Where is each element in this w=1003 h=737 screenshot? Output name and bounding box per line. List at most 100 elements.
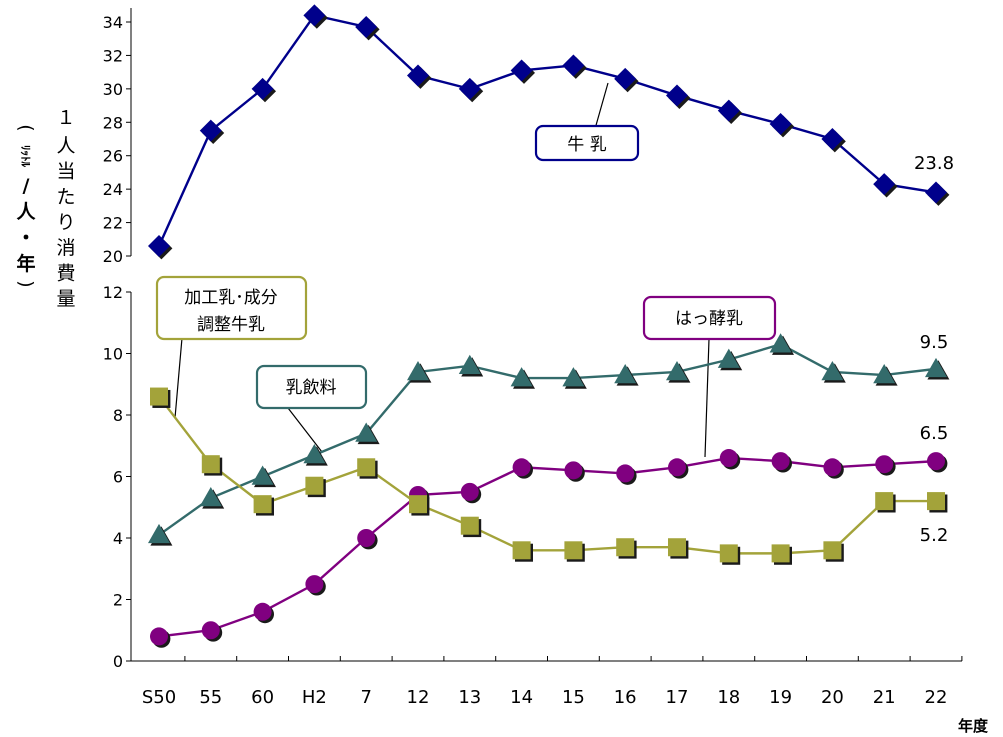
- y-tick-label: 2: [113, 591, 123, 610]
- data-point-diamond-shape: [769, 112, 792, 135]
- data-point-diamond-shape: [666, 84, 688, 107]
- y-tick-label: 4: [113, 529, 123, 548]
- data-point-diamond-shape: [458, 77, 481, 100]
- y-tick-label: 34: [103, 13, 123, 32]
- data-point-triangle-shape: [666, 360, 688, 381]
- data-point-square: [823, 541, 844, 562]
- drink-callout-label: 乳飲料: [286, 378, 337, 398]
- data-point-circle-shape: [201, 621, 220, 640]
- data-point-diamond: [925, 181, 950, 206]
- y-tick-label: 22: [103, 214, 123, 233]
- end-value-label: 9.5: [920, 332, 949, 353]
- fermented-callout-label: はっ酵乳: [675, 309, 743, 329]
- data-point-circle: [253, 602, 274, 624]
- data-point-diamond-shape: [562, 54, 585, 77]
- data-point-diamond: [458, 77, 484, 103]
- data-point-triangle-shape: [873, 364, 896, 384]
- data-point-diamond: [148, 234, 173, 260]
- data-point-circle: [201, 621, 223, 642]
- x-tick-label: 19: [769, 687, 792, 708]
- y-axis-unit-small: ﾘｯﾄﾙ: [19, 145, 32, 167]
- processed-callout-label-line2: 調整牛乳: [197, 315, 265, 335]
- series-line-upper-0: [157, 13, 937, 247]
- data-point-triangle: [873, 364, 898, 386]
- x-tick-label: 13: [458, 687, 481, 708]
- data-point-triangle-shape: [458, 354, 481, 375]
- data-point-square-shape: [253, 495, 272, 514]
- data-point-circle-shape: [771, 452, 790, 471]
- data-point-square-shape: [668, 538, 686, 557]
- x-tick-label: 17: [666, 687, 689, 708]
- y-axis-unit-paren-open: (: [15, 124, 37, 131]
- processed-callout-label-line1: 加工乳･成分: [184, 288, 278, 308]
- data-point-diamond-shape: [251, 77, 274, 100]
- series-line-lower-1: [158, 456, 937, 638]
- data-point-square: [409, 495, 430, 516]
- series-layer: [148, 4, 950, 648]
- y-axis-label-char: 人: [56, 135, 75, 157]
- data-point-triangle-shape: [407, 360, 429, 381]
- processed-callout-box: [155, 275, 308, 341]
- data-point-circle-shape: [927, 452, 945, 471]
- x-tick-label: 15: [562, 687, 585, 708]
- x-tick-label: 14: [510, 687, 533, 708]
- data-point-square: [719, 544, 741, 565]
- data-point-triangle-shape: [769, 333, 792, 353]
- x-tick-label: 12: [407, 687, 430, 708]
- data-point-square-shape: [150, 387, 168, 406]
- y-tick-label: 30: [103, 80, 123, 99]
- data-point-circle-shape: [719, 449, 738, 468]
- data-point-triangle-shape: [251, 465, 274, 485]
- data-point-circle-shape: [512, 458, 531, 477]
- processed-callout-leader: [174, 337, 183, 419]
- data-point-triangle-shape: [717, 348, 740, 368]
- data-point-diamond-shape: [199, 119, 222, 142]
- data-point-diamond: [821, 128, 846, 153]
- data-point-circle-shape: [668, 458, 686, 477]
- data-point-diamond: [769, 112, 794, 138]
- drink-callout-leader: [287, 407, 323, 453]
- data-point-circle: [823, 458, 844, 479]
- y-tick-label: 32: [103, 46, 123, 65]
- data-point-diamond: [666, 84, 691, 109]
- data-point-circle: [771, 452, 792, 473]
- data-point-diamond-shape: [821, 128, 844, 150]
- data-point-diamond-shape: [407, 64, 429, 87]
- data-point-triangle: [148, 523, 173, 546]
- data-point-circle: [305, 575, 326, 596]
- end-value-label: 6.5: [920, 423, 949, 444]
- data-point-circle: [719, 449, 741, 470]
- data-point-triangle-shape: [199, 487, 222, 507]
- data-point-triangle: [199, 487, 225, 509]
- y-axis-label-char: 費: [56, 263, 75, 285]
- data-point-square: [927, 492, 948, 513]
- x-tick-label: 21: [873, 687, 896, 708]
- x-tick-label: 55: [199, 687, 222, 708]
- y-axis-unit-paren-close: ): [15, 280, 37, 287]
- data-point-diamond: [303, 4, 328, 29]
- x-tick-label: S50: [142, 687, 176, 708]
- data-point-diamond: [614, 67, 639, 93]
- data-point-triangle: [562, 367, 587, 389]
- data-point-circle-shape: [460, 482, 479, 501]
- data-point-square-shape: [927, 492, 945, 511]
- data-point-square: [253, 495, 274, 516]
- y-axis-unit-char: 人: [16, 201, 36, 223]
- y-tick-label: 10: [103, 345, 123, 364]
- data-point-diamond: [407, 64, 432, 89]
- data-point-square: [771, 544, 792, 565]
- data-point-diamond-shape: [148, 234, 170, 257]
- y-axis-label-char: た: [56, 186, 75, 208]
- series-line-lower-0: [158, 342, 937, 536]
- data-point-triangle: [666, 360, 691, 383]
- data-point-triangle: [407, 360, 432, 383]
- data-point-triangle: [717, 348, 743, 371]
- data-point-triangle-shape: [925, 357, 947, 378]
- data-point-circle-shape: [823, 458, 842, 477]
- data-point-square-shape: [460, 516, 479, 535]
- data-point-diamond: [510, 59, 535, 84]
- data-point-square-shape: [512, 541, 531, 560]
- fermented-callout-leader: [704, 338, 710, 458]
